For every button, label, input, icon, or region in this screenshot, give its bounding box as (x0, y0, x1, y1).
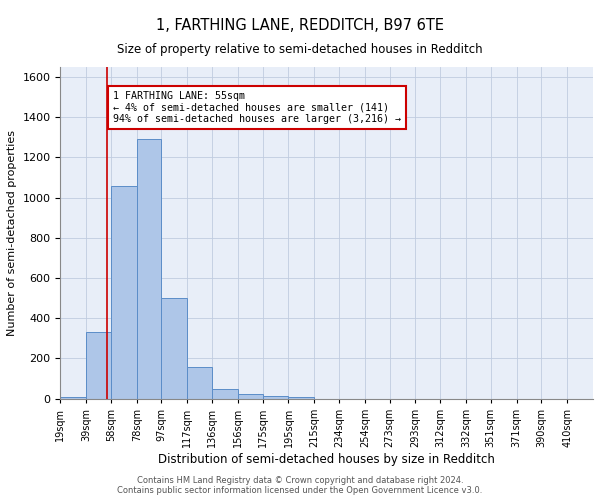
Text: 1, FARTHING LANE, REDDITCH, B97 6TE: 1, FARTHING LANE, REDDITCH, B97 6TE (156, 18, 444, 32)
Text: Size of property relative to semi-detached houses in Redditch: Size of property relative to semi-detach… (117, 42, 483, 56)
Bar (61, 396, 86, 398)
Bar (263, 396, 289, 398)
Bar (238, 394, 263, 398)
Y-axis label: Number of semi-detached properties: Number of semi-detached properties (7, 130, 17, 336)
X-axis label: Distribution of semi-detached houses by size in Redditch: Distribution of semi-detached houses by … (158, 452, 495, 466)
Text: Contains public sector information licensed under the Open Government Licence v3: Contains public sector information licen… (118, 486, 482, 495)
Bar (187, 368, 212, 398)
Bar (111, 186, 137, 398)
Bar (161, 298, 187, 398)
Text: Contains HM Land Registry data © Crown copyright and database right 2024.: Contains HM Land Registry data © Crown c… (137, 476, 463, 485)
Bar (86, 332, 111, 398)
Text: 1 FARTHING LANE: 55sqm
← 4% of semi-detached houses are smaller (141)
94% of sem: 1 FARTHING LANE: 55sqm ← 4% of semi-deta… (113, 91, 401, 124)
Bar (289, 396, 314, 398)
Bar (212, 388, 238, 398)
Bar (137, 140, 161, 398)
